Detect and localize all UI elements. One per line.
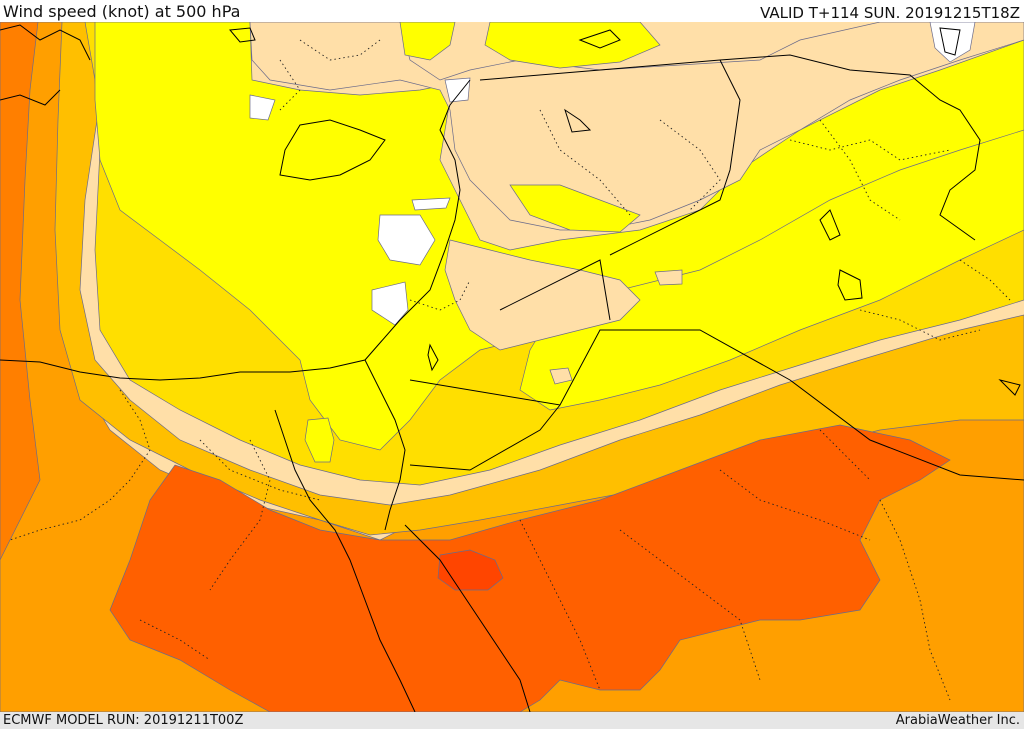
field-white-2 bbox=[371, 281, 409, 326]
field-white-3 bbox=[249, 94, 276, 121]
coastlines bbox=[0, 24, 1024, 712]
header-bar: Wind speed (knot) at 500 hPa VALID T+114… bbox=[0, 0, 1024, 22]
field-red-orange bbox=[109, 424, 951, 712]
field-white-1 bbox=[377, 214, 436, 266]
wind-speed-map[interactable] bbox=[0, 22, 1024, 712]
valid-time: VALID T+114 SUN. 20191215T18Z bbox=[760, 4, 1020, 22]
field-yellow-left-patch bbox=[399, 22, 456, 61]
field-yellow-blob bbox=[304, 417, 335, 463]
footer-bar: ECMWF MODEL RUN: 20191211T00Z ArabiaWeat… bbox=[0, 712, 1024, 729]
field-yellow-mid-patch bbox=[509, 184, 641, 233]
field-yellow-north-patch bbox=[484, 22, 661, 69]
credit-text: ArabiaWeather Inc. bbox=[895, 713, 1020, 728]
dotted-borders bbox=[9, 39, 1011, 701]
field-white-6 bbox=[411, 197, 451, 211]
field-wheat-blob-2 bbox=[654, 269, 683, 286]
field-red-core bbox=[437, 549, 504, 591]
chart-title: Wind speed (knot) at 500 hPa bbox=[3, 2, 241, 21]
field-wheat-blob bbox=[549, 367, 573, 385]
field-white-5 bbox=[444, 77, 471, 103]
model-run: ECMWF MODEL RUN: 20191211T00Z bbox=[3, 713, 244, 728]
field-wheat-tongue bbox=[444, 239, 641, 351]
